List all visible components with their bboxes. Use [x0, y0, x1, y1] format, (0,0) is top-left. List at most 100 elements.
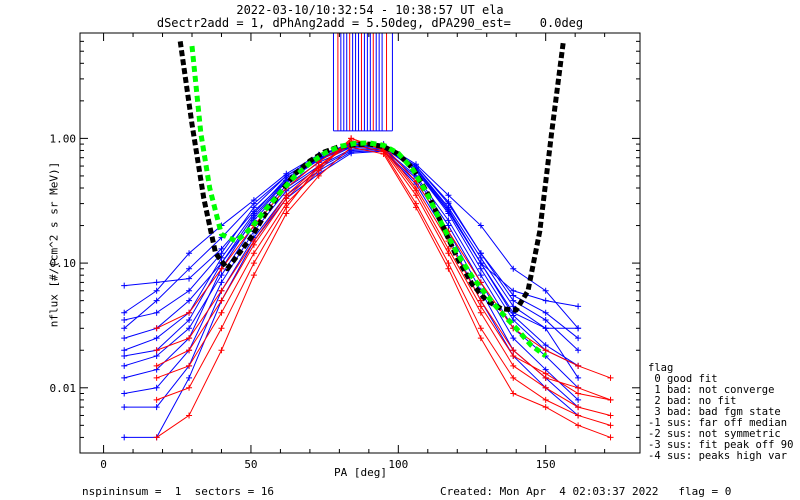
x-tick-label: 150: [536, 458, 556, 471]
blue-point: [575, 396, 582, 403]
blue-point: [121, 325, 128, 332]
blue-series-line: [124, 148, 579, 401]
red-point: [218, 297, 225, 304]
blue-point: [510, 335, 517, 342]
red-point: [413, 204, 419, 211]
x-axis-label: PA [deg]: [334, 466, 387, 479]
blue-point: [186, 287, 193, 294]
footer-right: Created: Mon Apr 4 02:03:37 2022 flag = …: [440, 485, 732, 498]
red-point: [218, 347, 225, 354]
blue-point: [186, 275, 193, 282]
blue-point: [186, 374, 193, 381]
red-point: [218, 309, 225, 316]
red-point: [477, 325, 484, 332]
blue-point: [575, 303, 582, 310]
blue-point: [186, 297, 193, 304]
red-point: [153, 434, 160, 441]
legend-item-4: -1 sus: far off median: [648, 417, 788, 429]
blue-series-line: [124, 142, 579, 329]
red-point: [153, 347, 160, 354]
legend-title: flag: [648, 362, 674, 374]
red-point: [477, 309, 484, 316]
blue-point: [121, 316, 128, 323]
blue-point: [121, 335, 128, 342]
blue-point: [218, 250, 225, 257]
blue-point: [542, 316, 549, 323]
title-line-1: 2022-03-10/10:32:54 - 10:38:57 UT ela: [236, 3, 504, 17]
red-point: [510, 362, 517, 369]
red-point: [283, 195, 290, 202]
red-point: [542, 404, 549, 411]
red-point: [575, 362, 582, 369]
blue-point: [510, 312, 517, 319]
blue-series-line: [124, 150, 579, 438]
blue-point: [445, 200, 452, 207]
blue-point: [445, 192, 452, 199]
blue-point: [477, 265, 484, 272]
red-point: [186, 347, 193, 354]
red-point: [510, 352, 517, 359]
blue-point: [348, 150, 355, 157]
blue-point: [121, 434, 128, 441]
blue-point: [477, 272, 484, 279]
red-point: [153, 325, 160, 332]
y-tick-label: 1.00: [50, 132, 77, 145]
blue-point: [477, 260, 484, 267]
legend-item-6: -3 sus: fit peak off 90: [648, 439, 794, 451]
blue-point: [445, 222, 452, 229]
blue-point: [250, 204, 257, 211]
blue-point: [153, 279, 160, 286]
blue-point: [542, 342, 549, 349]
red-point: [445, 245, 452, 252]
blue-point: [121, 347, 128, 354]
legend-item-1: 1 bad: not converge: [648, 384, 775, 396]
blue-point: [153, 404, 160, 411]
blue-point: [477, 222, 484, 229]
red-point: [542, 347, 549, 354]
red-point: [510, 390, 517, 397]
red-point: [445, 265, 452, 272]
blue-point: [250, 212, 257, 219]
legend-item-7: -4 sus: peaks high var: [648, 450, 788, 462]
blue-point: [186, 250, 193, 257]
x-tick-label: 0: [100, 458, 107, 471]
axis-layer: 0 50 100 150 0.01 0.10 1.00: [50, 32, 640, 471]
blue-point: [121, 404, 128, 411]
legend-item-2: 2 bad: no fit: [648, 395, 737, 407]
blue-point: [186, 316, 193, 323]
red-point: [575, 404, 582, 411]
y-tick-label: 0.01: [50, 382, 77, 395]
y-axis-label: nflux [#/(cm^2 s sr MeV)]: [47, 161, 61, 328]
red-point: [607, 434, 614, 441]
blue-point: [218, 279, 225, 286]
red-point: [413, 187, 419, 194]
red-point: [542, 370, 549, 377]
blue-point: [542, 287, 549, 294]
red-point: [283, 210, 290, 217]
blue-point: [575, 325, 582, 332]
blue-point: [575, 347, 582, 354]
blue-point: [153, 309, 160, 316]
red-point: [218, 265, 225, 272]
blue-point: [477, 250, 484, 257]
red-point: [186, 412, 193, 419]
red-point: [153, 396, 160, 403]
blue-point: [575, 374, 582, 381]
blue-point: [218, 272, 225, 279]
red-point: [445, 260, 452, 267]
red-point: [607, 422, 614, 429]
red-point: [250, 260, 257, 267]
red-point: [348, 135, 355, 142]
blue-point: [121, 390, 128, 397]
red-point: [186, 335, 193, 342]
blue-point: [153, 352, 160, 359]
plot-frame: [79, 32, 641, 454]
y-tick-label: 0.10: [50, 257, 77, 270]
red-series-line: [156, 137, 611, 401]
blue-point: [186, 325, 193, 332]
blue-point: [542, 325, 549, 332]
blue-point: [445, 217, 452, 224]
red-point: [607, 412, 614, 419]
x-tick-label: 50: [244, 458, 257, 471]
blue-point: [153, 287, 160, 294]
